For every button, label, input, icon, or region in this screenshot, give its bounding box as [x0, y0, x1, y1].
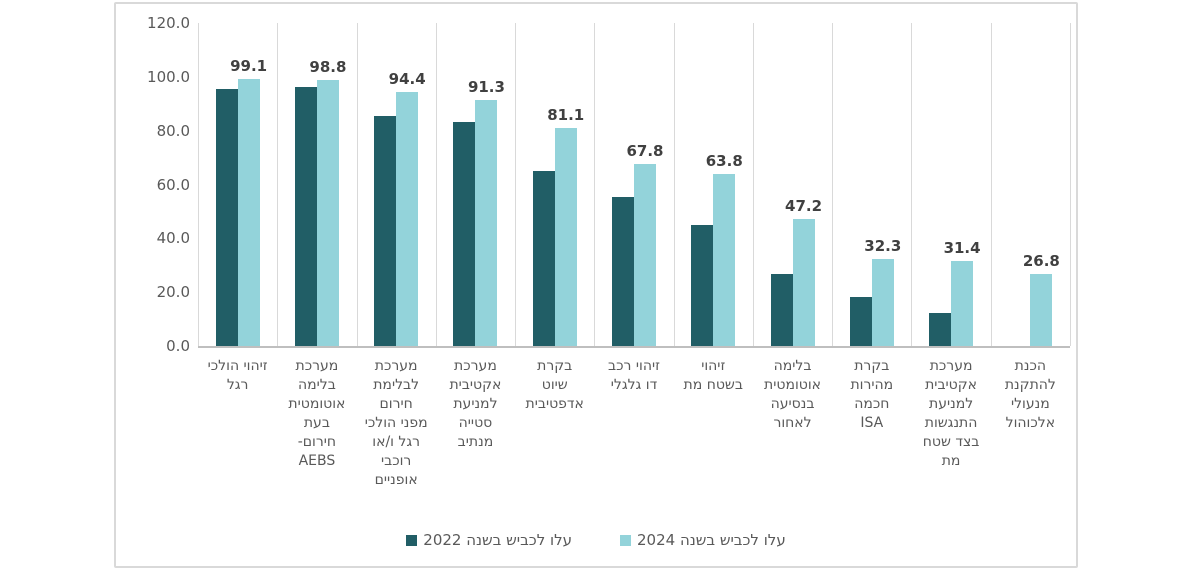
- y-axis-tick-label: 0.0: [166, 337, 190, 355]
- y-axis-tick-label: 120.0: [147, 14, 190, 32]
- bar-series-2024: [713, 174, 736, 346]
- category-label: זיהוי בשטח מת: [683, 358, 743, 393]
- bar-series-2022: [849, 297, 872, 346]
- bar-series-2024: [316, 80, 339, 346]
- legend-label: עלו לכביש בשנה 2024: [637, 531, 786, 549]
- bar-series-2022: [691, 224, 714, 346]
- y-axis-tick-label: 40.0: [156, 229, 190, 248]
- x-axis-line: [198, 346, 1070, 348]
- category-label: בקרת מהירות חכמה ISA: [850, 358, 894, 431]
- y-axis-tick-label: 80.0: [156, 121, 190, 140]
- vertical-gridline: [515, 23, 517, 346]
- bar-series-2024: [951, 261, 974, 346]
- category-label: מערכת בלימה אוטומטית בעת חירום- AEBS: [288, 358, 346, 469]
- category-labels-layer: זיהוי הולכי רגל מערכת בלימה אוטומטית בעת …: [116, 4, 1076, 566]
- bars-layer: [116, 4, 1076, 566]
- bar-series-2022: [612, 196, 634, 346]
- bar-series-2024: [1030, 273, 1053, 346]
- category-label: זיהוי הולכי רגל: [207, 358, 268, 393]
- data-label-2024: 63.8: [705, 152, 743, 171]
- data-label-2024: 26.8: [1022, 251, 1060, 270]
- vertical-gridline: [752, 23, 754, 346]
- legend-swatch-icon: [406, 534, 418, 546]
- category-label: הכנת להתקנת מנעולי אלכוהול: [1004, 358, 1056, 431]
- y-axis-tick-label: 100.0: [147, 67, 190, 86]
- bar-series-2022: [374, 115, 397, 346]
- bar-series-2024: [475, 100, 498, 346]
- vertical-gridline: [277, 23, 279, 346]
- bar-series-2024: [871, 259, 894, 346]
- vertical-gridline: [911, 23, 913, 346]
- bar-series-2024: [634, 163, 656, 346]
- chart-legend: עלו לכביש בשנה 2022 עלו לכביש בשנה 2024: [116, 531, 1076, 549]
- bar-series-2022: [294, 86, 317, 346]
- category-label: מערכת לבלימת חירום מפני הולכי רגל ו/או ר…: [364, 358, 428, 488]
- bar-series-2022: [532, 171, 555, 346]
- vertical-gridline: [594, 23, 596, 346]
- data-label-2024: 31.4: [943, 239, 981, 258]
- bar-series-2024: [554, 127, 577, 346]
- data-label-2024: 32.3: [864, 237, 902, 256]
- vertical-gridline: [673, 23, 675, 346]
- data-label-2024: 98.8: [309, 58, 347, 77]
- data-label-2024: 47.2: [785, 196, 823, 215]
- data-labels-layer: 99.1 98.8 94.4 91.3 81.1 67.8 63.8 47.2 32.3 31.4…: [116, 4, 1076, 566]
- bar-series-2022: [770, 273, 793, 346]
- category-label: בקרת שיוט אדפטיבית: [525, 358, 584, 412]
- y-axis-tick-label: 20.0: [156, 283, 190, 302]
- vertical-gridline: [990, 23, 992, 346]
- legend-swatch-icon: [620, 534, 631, 546]
- chart-frame: 0.0 20.0 40.0 60.0 80.0 100.0 120.0 99.1 98.8 94…: [114, 2, 1078, 568]
- legend-label: עלו לכביש בשנה 2022: [423, 531, 572, 549]
- y-axis-tick-label: 60.0: [156, 175, 190, 194]
- bar-series-2022: [929, 312, 952, 346]
- data-label-2024: 67.8: [626, 141, 664, 160]
- bar-series-2024: [237, 79, 260, 346]
- legend-item-2024: עלו לכביש בשנה 2024: [620, 531, 786, 549]
- gridlines-layer: [116, 4, 1076, 566]
- legend-item-2022: עלו לכביש בשנה 2022: [406, 531, 572, 549]
- category-label: מערכת אקטיבית למניעת סטייה מנתיב: [449, 358, 502, 450]
- bar-series-2024: [396, 91, 419, 346]
- category-label: בלימה אוטומטית בנסיעה לאחור: [764, 358, 822, 431]
- bar-series-2022: [453, 122, 476, 346]
- vertical-gridline: [832, 23, 834, 346]
- bar-series-2024: [792, 218, 815, 346]
- vertical-gridline: [198, 23, 199, 346]
- data-label-2024: 91.3: [467, 78, 505, 97]
- data-label-2024: 99.1: [230, 57, 268, 76]
- bar-series-2022: [215, 89, 238, 346]
- category-label: זיהוי רכב דו גלגלי: [608, 358, 660, 393]
- data-label-2024: 81.1: [547, 105, 585, 124]
- data-label-2024: 94.4: [388, 69, 426, 88]
- category-label: מערכת אקטיבית למניעת התנגשות בצד שטח מת: [922, 358, 980, 469]
- vertical-gridline: [435, 23, 437, 346]
- x-axis-layer: [116, 4, 1076, 566]
- y-axis-tick-labels: 0.0 20.0 40.0 60.0 80.0 100.0 120.0: [116, 4, 1076, 566]
- vertical-gridline: [356, 23, 358, 346]
- vertical-gridline: [1070, 23, 1071, 346]
